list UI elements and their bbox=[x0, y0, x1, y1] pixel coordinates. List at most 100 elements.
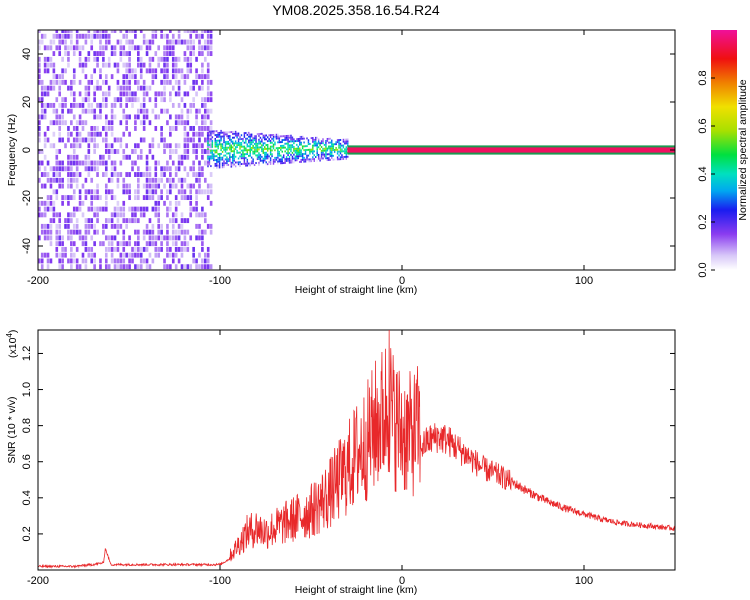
spectrogram-cell bbox=[169, 143, 172, 149]
spectrogram-cell bbox=[198, 143, 201, 149]
spectrogram-cell bbox=[214, 139, 216, 142]
spectrogram-cell bbox=[131, 212, 134, 218]
spectrogram-cell bbox=[285, 135, 288, 137]
spectrogram-cell bbox=[61, 252, 64, 258]
spectrogram-cell bbox=[320, 142, 323, 145]
spectrogram-cell bbox=[75, 137, 79, 143]
spectrogram-cell bbox=[84, 160, 88, 166]
spectrogram-cell bbox=[186, 30, 190, 33]
spectrogram-cell bbox=[252, 152, 254, 155]
spectrogram-cell bbox=[119, 258, 123, 264]
spectrogram-cell bbox=[131, 39, 134, 45]
spectrogram-cell bbox=[154, 241, 158, 247]
spectrogram-cell bbox=[139, 154, 143, 160]
spectrogram-cell bbox=[277, 156, 279, 159]
spectrogram-cell bbox=[84, 85, 88, 91]
spectrogram-cell bbox=[253, 137, 256, 140]
spectrogram-cell bbox=[243, 149, 246, 152]
spectrogram-cell bbox=[255, 137, 257, 140]
spectrogram-cell bbox=[163, 97, 166, 103]
spectrogram-cell bbox=[169, 183, 172, 189]
spectrogram-cell bbox=[332, 149, 334, 152]
spectrogram-cell bbox=[134, 172, 137, 177]
spectrogram-cell bbox=[297, 151, 299, 154]
spectrogram-cell bbox=[223, 131, 225, 134]
spectrogram-cell bbox=[160, 108, 163, 114]
spectrogram-cell bbox=[58, 241, 62, 247]
spectrogram-cell bbox=[297, 155, 299, 158]
spectrogram-cell bbox=[322, 147, 324, 150]
spectrogram-cell bbox=[96, 218, 99, 224]
spectrogram-cell bbox=[342, 146, 345, 149]
spectrogram-cell bbox=[52, 74, 56, 80]
spectrogram-cell bbox=[78, 62, 82, 68]
spectrogram-cell bbox=[55, 33, 59, 39]
spectrogram-cell bbox=[331, 147, 333, 150]
spectrogram-cell bbox=[151, 241, 155, 247]
spectrogram-cell bbox=[154, 97, 158, 103]
spectrogram-cell bbox=[300, 141, 302, 144]
spectrogram-cell bbox=[278, 137, 281, 140]
spectrogram-cell bbox=[317, 153, 320, 156]
spectrogram-cell bbox=[157, 114, 161, 120]
spectrogram-cell bbox=[180, 68, 184, 74]
spectrogram-cell bbox=[131, 97, 134, 103]
spectrogram-cell bbox=[122, 235, 126, 241]
spectrogram-cell bbox=[125, 79, 128, 85]
spectrogram-cell bbox=[67, 85, 70, 91]
spectrogram-cell bbox=[233, 144, 235, 147]
spectrogram-cell bbox=[290, 136, 292, 139]
spectrogram-cell bbox=[261, 140, 263, 143]
spectrogram-cell bbox=[125, 264, 128, 270]
spectrogram-cell bbox=[320, 157, 323, 160]
spectrogram-cell bbox=[256, 148, 259, 151]
spectrogram-cell bbox=[329, 155, 332, 157]
spectrogram-cell bbox=[301, 155, 304, 157]
spectrogram-cell bbox=[284, 146, 286, 149]
spectrogram-cell bbox=[46, 45, 50, 51]
spectrogram-cell bbox=[201, 85, 204, 91]
spectrogram-cell bbox=[116, 246, 120, 252]
spectrogram-cell bbox=[253, 139, 256, 142]
spectrogram-cell bbox=[259, 154, 262, 157]
spectrogram-cell bbox=[55, 189, 59, 195]
spectrogram-cell bbox=[249, 143, 251, 146]
spectrogram-cell bbox=[243, 141, 246, 144]
spectrogram-cell bbox=[55, 149, 59, 154]
spectrogram-cell bbox=[218, 156, 221, 159]
spectrogram-cell bbox=[61, 160, 64, 166]
spectrogram-cell bbox=[325, 140, 327, 142]
spectrogram-cell bbox=[163, 235, 166, 241]
spectrogram-cell bbox=[113, 166, 117, 172]
spectrogram-cell bbox=[99, 39, 102, 45]
spectrogram-cell bbox=[113, 195, 117, 201]
spectrogram-cell bbox=[78, 114, 82, 120]
spectrogram-cell bbox=[296, 155, 298, 158]
spectrogram-cell bbox=[166, 39, 169, 45]
spectrogram-cell bbox=[90, 246, 94, 252]
spectrogram-cell bbox=[201, 189, 204, 195]
spectrogram-cell bbox=[78, 160, 82, 166]
spectrogram-cell bbox=[46, 102, 50, 108]
spectrogram-cell bbox=[186, 183, 190, 189]
spectrogram-cell bbox=[64, 97, 67, 103]
spectrogram-cell bbox=[296, 143, 298, 146]
spectrogram-cell bbox=[201, 241, 204, 247]
spectrogram-cell bbox=[285, 138, 288, 141]
spectrogram-cell bbox=[242, 149, 244, 152]
spectrogram-cell bbox=[151, 258, 155, 264]
spectrogram-cell bbox=[160, 68, 163, 74]
spectrogram-cell bbox=[269, 151, 272, 154]
spectrogram-cell bbox=[253, 142, 256, 145]
spectrogram-cell bbox=[246, 151, 249, 154]
spectrogram-cell bbox=[78, 172, 82, 177]
spectrogram-cell bbox=[122, 206, 126, 212]
spectrogram-cell bbox=[169, 149, 172, 154]
spectrogram-cell bbox=[203, 74, 207, 80]
spectrogram-cell bbox=[61, 97, 64, 103]
spectrogram-cell bbox=[145, 229, 149, 235]
spectrogram-cell bbox=[75, 223, 79, 229]
spectrogram-cell bbox=[287, 134, 289, 137]
colorbar: 0.00.20.40.60.8 Normalized spectral ampl… bbox=[697, 30, 749, 278]
spectrogram-cell bbox=[70, 91, 73, 97]
